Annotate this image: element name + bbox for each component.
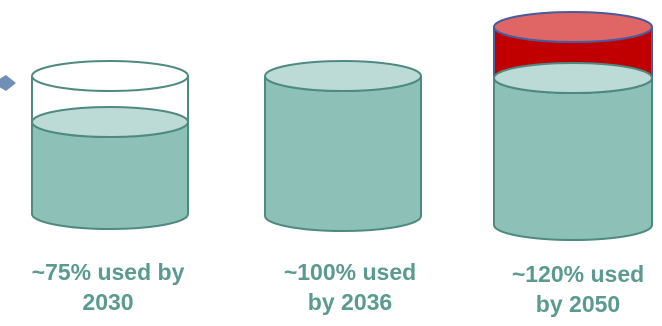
cylinder-120-percent — [493, 11, 653, 241]
cylinder-rim — [31, 60, 189, 92]
cylinder-fill-surface — [493, 62, 653, 94]
cylinder-overflow-top — [493, 11, 653, 43]
cylinder-75-percent — [31, 60, 189, 230]
arrow-right-icon — [0, 75, 16, 91]
caption-cylinder-120: ~120% used by 2050 — [478, 259, 662, 319]
caption-line: 2030 — [82, 289, 134, 315]
caption-line: by 2050 — [535, 291, 621, 317]
caption-line: ~100% used — [283, 259, 417, 285]
caption-line: ~120% used — [511, 261, 645, 287]
cylinder-fill-body — [493, 77, 653, 241]
cylinder-100-percent — [264, 60, 422, 232]
caption-line: by 2036 — [307, 289, 393, 315]
caption-line: ~75% used by — [31, 259, 185, 285]
cylinder-fill-surface — [264, 60, 422, 92]
cylinder-fill-surface — [31, 106, 189, 138]
cylinder-fill-body — [31, 121, 189, 230]
caption-cylinder-75: ~75% used by 2030 — [8, 257, 208, 317]
caption-cylinder-100: ~100% used by 2036 — [250, 257, 450, 317]
cylinder-fill-body — [264, 75, 422, 232]
